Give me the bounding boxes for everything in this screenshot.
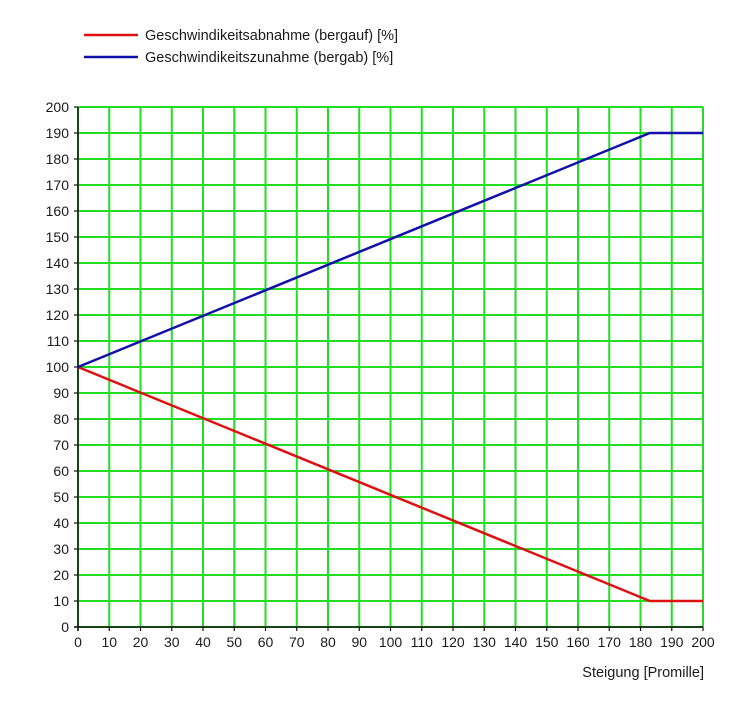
y-tick-label: 10 [53, 593, 69, 609]
y-tick-label: 20 [53, 567, 69, 583]
x-tick-label: 160 [566, 634, 590, 650]
legend-label-1: Geschwindikeitsabnahme (bergauf) [%] [145, 28, 398, 44]
x-tick-label: 50 [226, 634, 242, 650]
y-tick-label: 90 [53, 385, 69, 401]
x-tick-label: 10 [101, 634, 117, 650]
y-tick-label: 60 [53, 463, 69, 479]
x-tick-label: 70 [289, 634, 305, 650]
y-tick-label: 80 [53, 411, 69, 427]
x-tick-label: 150 [535, 634, 559, 650]
tick-labels: 0102030405060708090100110120130140150160… [46, 99, 715, 650]
y-tick-label: 110 [47, 333, 70, 349]
x-tick-label: 60 [258, 634, 274, 650]
y-tick-label: 50 [53, 489, 69, 505]
x-tick-label: 140 [504, 634, 528, 650]
y-tick-label: 190 [46, 125, 70, 141]
y-tick-label: 30 [53, 541, 69, 557]
y-tick-label: 160 [46, 203, 70, 219]
x-tick-label: 100 [379, 634, 403, 650]
y-tick-label: 130 [46, 281, 70, 297]
x-tick-label: 180 [629, 634, 653, 650]
x-tick-label: 190 [660, 634, 684, 650]
axes [74, 106, 704, 631]
y-tick-label: 100 [46, 359, 70, 375]
x-tick-label: 90 [351, 634, 367, 650]
x-tick-label: 30 [164, 634, 180, 650]
y-tick-label: 70 [53, 437, 69, 453]
y-tick-label: 40 [53, 515, 69, 531]
y-tick-label: 120 [46, 307, 70, 323]
x-tick-label: 130 [473, 634, 497, 650]
x-tick-label: 110 [411, 634, 434, 650]
x-tick-label: 40 [195, 634, 211, 650]
x-tick-label: 200 [691, 634, 715, 650]
x-axis-label: Steigung [Promille] [582, 665, 704, 681]
y-tick-label: 200 [46, 99, 70, 115]
x-tick-label: 120 [441, 634, 465, 650]
x-tick-label: 170 [598, 634, 622, 650]
x-tick-label: 20 [133, 634, 149, 650]
legend: Geschwindikeitsabnahme (bergauf) [%] Gesc… [84, 28, 398, 66]
grid [77, 106, 704, 628]
series-line-1 [77, 365, 703, 603]
y-tick-label: 170 [46, 177, 70, 193]
x-tick-label: 80 [320, 634, 336, 650]
y-tick-label: 140 [46, 255, 70, 271]
series-line-2 [77, 131, 703, 369]
y-tick-label: 180 [46, 151, 70, 167]
legend-label-2: Geschwindikeitszunahme (bergab) [%] [145, 50, 393, 66]
x-tick-label: 0 [74, 634, 82, 650]
y-tick-label: 150 [46, 229, 70, 245]
y-tick-label: 0 [61, 619, 69, 635]
series-layer [77, 131, 703, 603]
